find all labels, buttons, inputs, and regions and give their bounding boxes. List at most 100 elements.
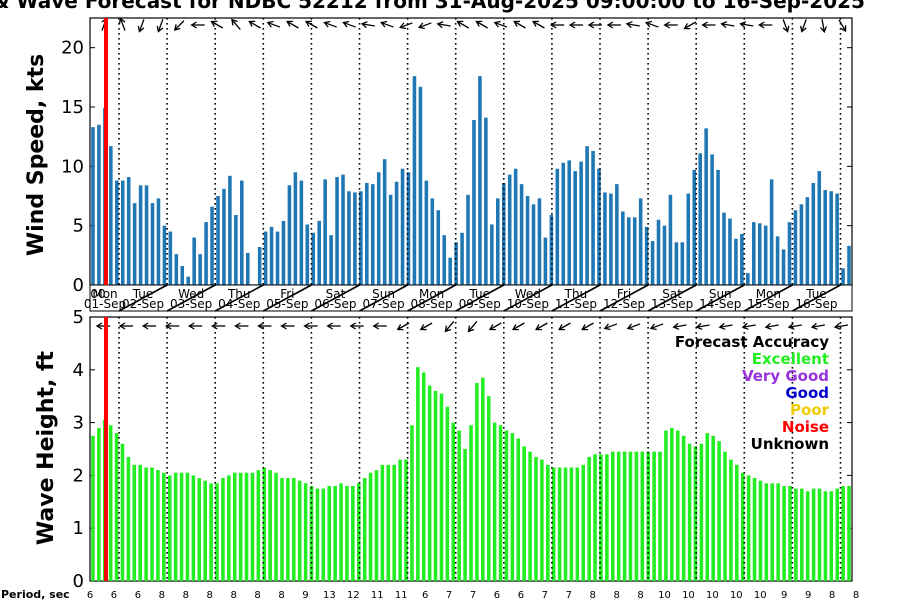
day-labels: Mon01-SepTue02-SepWed03-SepThu04-SepFri0… xyxy=(84,284,853,312)
wave-bar xyxy=(800,488,804,581)
wave-height-day-dividers xyxy=(118,317,842,581)
wave-arrow xyxy=(626,323,641,331)
wave-arrow xyxy=(372,322,387,330)
wave-arrow xyxy=(603,323,618,331)
wave-bar xyxy=(191,475,196,581)
day-date-label: 11-Sep xyxy=(555,297,597,311)
wave-bar xyxy=(752,478,757,581)
period-value: 8 xyxy=(207,590,213,600)
wave-arrow xyxy=(511,322,525,331)
wind-direction-arrows xyxy=(101,17,847,34)
day-strip-divider xyxy=(407,284,457,312)
wave-bar xyxy=(492,422,497,581)
day-strip-divider xyxy=(792,284,841,312)
wave-arrow xyxy=(741,322,756,330)
wave-bar xyxy=(185,472,190,581)
wave-bar xyxy=(427,385,432,581)
wave-arrow xyxy=(558,322,571,331)
wind-bar xyxy=(347,191,351,285)
wave-arrow xyxy=(695,322,710,330)
wind-bar xyxy=(686,193,691,285)
wave-bar xyxy=(215,483,219,581)
wind-bar xyxy=(323,179,327,285)
wind-bar xyxy=(490,224,494,285)
wind-bar xyxy=(585,146,589,285)
day-name-label: Tue xyxy=(132,287,154,301)
wind-bar xyxy=(430,198,435,285)
wind-bar xyxy=(567,160,572,285)
wind-bar xyxy=(144,185,149,285)
day-name-label: Sun xyxy=(372,287,395,301)
day-name-label: Fri xyxy=(280,287,294,301)
wave-bar xyxy=(321,488,326,581)
period-value: 8 xyxy=(278,590,284,600)
wave-bar xyxy=(114,433,119,581)
period-value: 6 xyxy=(518,590,524,600)
wave-bar xyxy=(345,485,349,581)
wave-bar xyxy=(268,470,272,581)
wind-bar xyxy=(317,220,321,285)
wind-ytick-label: 0 xyxy=(73,275,84,296)
wave-bar xyxy=(451,422,456,581)
wind-arrow xyxy=(800,19,807,33)
wave-bar xyxy=(788,485,792,581)
wave-bar xyxy=(634,451,639,581)
day-date-label: 12-Sep xyxy=(603,297,645,311)
wave-bar xyxy=(575,467,580,581)
period-value: 9 xyxy=(302,590,308,600)
wind-bar xyxy=(305,224,310,285)
wind-bar xyxy=(406,172,411,285)
wind-bar xyxy=(549,214,554,285)
legend-item-excellent: Excellent xyxy=(752,350,829,368)
wind-bar xyxy=(609,193,613,285)
wave-bar xyxy=(481,377,485,581)
wind-arrow xyxy=(493,20,508,28)
day-label-strip xyxy=(89,284,853,312)
wave-bar xyxy=(729,459,733,581)
day-name-label: Thu xyxy=(564,287,588,301)
wind-arrow xyxy=(549,21,565,29)
wind-bar xyxy=(698,153,702,285)
day-date-label: 06-Sep xyxy=(314,297,356,311)
wind-bar xyxy=(156,198,161,285)
wave-arrow xyxy=(764,322,779,330)
wind-bar xyxy=(388,194,393,285)
day-date-label: 10-Sep xyxy=(507,297,549,311)
wave-arrow xyxy=(444,320,455,333)
wind-bar xyxy=(228,175,232,285)
wind-bar xyxy=(365,182,369,285)
wind-arrow xyxy=(819,18,827,34)
wind-bar xyxy=(359,191,363,285)
legend-item-good: Good xyxy=(785,384,829,402)
wind-ytick-label: 10 xyxy=(61,156,84,177)
wind-ytick-label: 5 xyxy=(73,216,84,237)
wind-bar xyxy=(353,192,357,285)
wave-bar xyxy=(286,478,290,581)
wind-bar xyxy=(543,237,548,285)
wave-arrow xyxy=(535,322,548,331)
wave-bar xyxy=(150,467,154,581)
wind-bar xyxy=(787,222,792,285)
wave-bar xyxy=(380,464,385,581)
period-value: 8 xyxy=(637,590,643,600)
wind-bar xyxy=(740,233,744,285)
wind-bar xyxy=(710,154,714,285)
wave-arrow xyxy=(787,322,802,330)
wave-bar xyxy=(664,430,668,581)
wave-bar xyxy=(563,467,568,581)
day-name-label: Thu xyxy=(227,287,251,301)
wave-bar xyxy=(209,483,213,581)
wind-bar xyxy=(442,235,446,285)
wave-bar xyxy=(605,454,609,581)
wave-bar xyxy=(758,480,763,581)
wind-bar xyxy=(138,185,143,285)
period-value: 10 xyxy=(730,590,743,600)
day-date-label: 09-Sep xyxy=(459,297,501,311)
wind-bar xyxy=(763,225,768,285)
wave-bar xyxy=(469,425,473,581)
wave-bar xyxy=(693,446,698,581)
wind-bar xyxy=(293,172,298,285)
wind-bar xyxy=(329,235,333,285)
wind-bar xyxy=(126,177,131,285)
